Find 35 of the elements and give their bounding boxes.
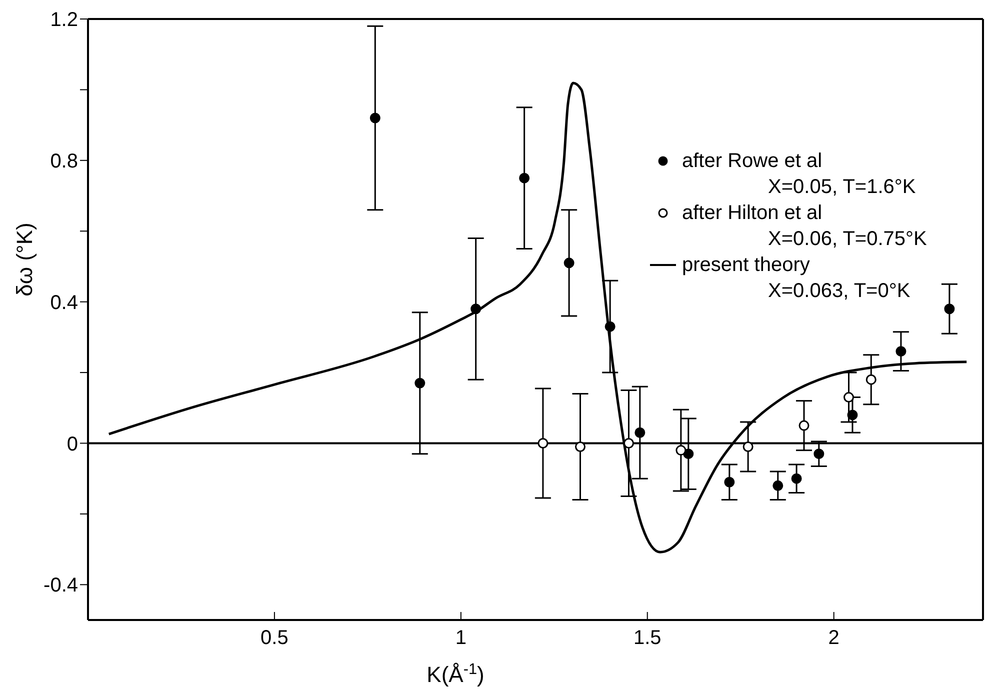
point [575,442,586,452]
x-tick-label: 0.5 [260,627,288,649]
x-tick-label: 2 [828,627,840,649]
point [470,304,482,314]
point [896,346,906,357]
point [370,112,380,124]
point [814,448,824,460]
point [634,427,646,438]
x-tick-label: 1.5 [633,627,662,649]
point [683,448,694,460]
y-tick-label: 0.8 [50,150,78,173]
x-axis-title: K(Å$^{-1}$) [426,660,484,687]
y-tick-label: -0.4 [44,574,78,597]
point [538,438,548,448]
point [866,374,876,385]
point [847,410,858,420]
point [676,445,686,456]
point [724,476,735,488]
point [519,172,530,184]
point [604,321,616,332]
point [414,378,426,388]
point [944,304,955,314]
y-tick-label: 0 [66,433,78,456]
point [772,480,784,491]
point [742,442,754,452]
y-tick-label: 1.2 [50,9,78,32]
x-tick-label: 1 [455,627,466,649]
point [623,438,634,448]
point [564,258,574,268]
y-tick-label: 0.4 [50,292,78,314]
y-axis-title: δω (°K) [12,222,37,296]
legend-label: present theory X=0.063, T=0°K [681,253,912,304]
point [791,473,802,484]
point [844,392,854,403]
point [798,420,810,431]
